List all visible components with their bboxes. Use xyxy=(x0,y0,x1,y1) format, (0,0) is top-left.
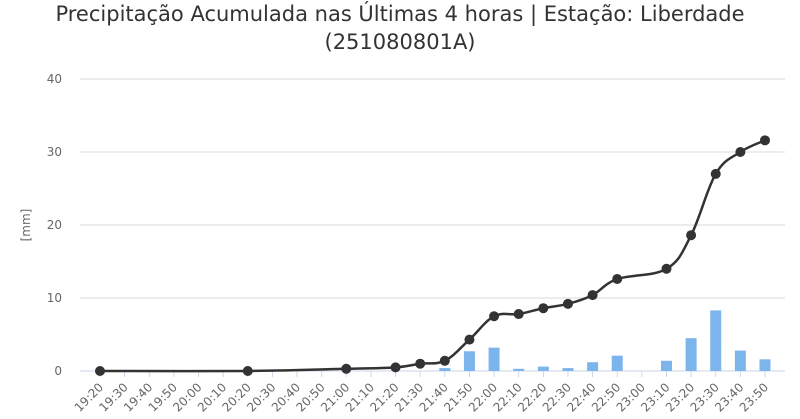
point xyxy=(415,358,426,369)
point xyxy=(513,309,524,320)
bar xyxy=(537,366,549,371)
point xyxy=(760,135,770,146)
bar xyxy=(759,359,771,371)
y-tick-label: 10 xyxy=(47,291,62,305)
y-tick-label: 0 xyxy=(54,364,62,378)
point xyxy=(735,147,746,157)
point xyxy=(95,366,105,376)
x-tick-label: 23:50 xyxy=(737,380,771,414)
bar xyxy=(660,360,672,371)
point xyxy=(612,274,623,285)
bar xyxy=(611,355,623,371)
point xyxy=(562,298,573,309)
bar xyxy=(562,368,574,371)
point xyxy=(661,263,672,274)
y-tick-label: 40 xyxy=(47,72,62,86)
point xyxy=(242,366,253,376)
bar xyxy=(587,362,599,371)
point xyxy=(587,290,598,301)
point xyxy=(538,303,549,314)
point xyxy=(686,230,697,241)
bar xyxy=(685,338,697,371)
chart-title: Precipitação Acumulada nas Últimas 4 hor… xyxy=(55,2,745,54)
point xyxy=(710,168,721,179)
bar xyxy=(488,347,500,371)
point xyxy=(341,363,352,374)
bar xyxy=(463,351,475,371)
bar xyxy=(439,368,451,371)
bar xyxy=(710,310,722,371)
point xyxy=(439,355,450,366)
bar xyxy=(513,368,525,371)
y-axis-label: [mm] xyxy=(19,209,33,242)
bar xyxy=(734,350,746,371)
y-tick-label: 30 xyxy=(47,145,62,159)
point xyxy=(390,362,401,373)
line xyxy=(99,139,766,373)
point xyxy=(464,334,475,345)
y-tick-label: 20 xyxy=(47,218,62,232)
point xyxy=(489,311,500,322)
